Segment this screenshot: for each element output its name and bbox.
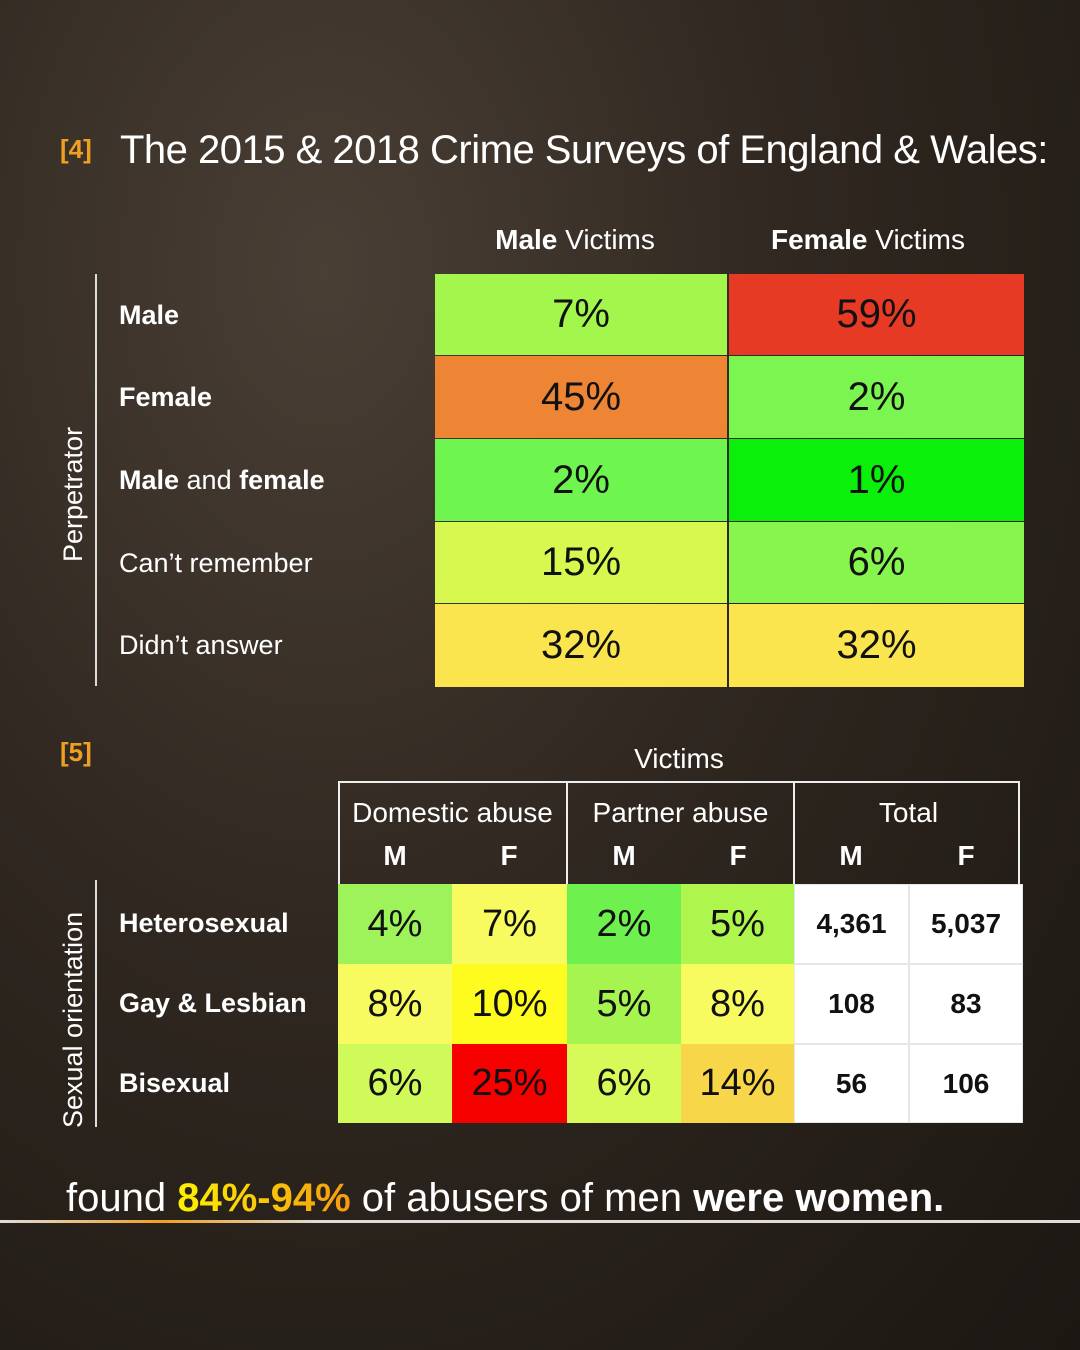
column-header-bold: Male	[495, 224, 558, 255]
footer-bold: were women.	[693, 1176, 945, 1220]
row-label: Male and female	[119, 465, 325, 496]
axis-line	[95, 274, 97, 686]
row-label-part: Male	[119, 465, 180, 495]
row-label-part: and	[179, 465, 240, 495]
heatmap-cell: 7%	[452, 884, 567, 964]
footer-mid: of abusers of men	[350, 1176, 694, 1220]
row-label-part: Male	[119, 300, 180, 330]
row-label-part: Female	[119, 382, 213, 412]
table-header-box	[338, 781, 1020, 884]
row-label: Didn’t answer	[119, 630, 283, 661]
heatmap-cell: 6%	[567, 1044, 681, 1123]
column-header-bold: Female	[771, 224, 868, 255]
heatmap-cell: 6%	[729, 522, 1024, 603]
heatmap-cell: 45%	[435, 356, 727, 438]
column-header: Female Victims	[722, 224, 1014, 256]
column-header-rest: Victims	[557, 224, 655, 255]
row-label: Female	[119, 382, 212, 413]
heatmap-cell: 2%	[435, 439, 727, 521]
group-header: Total	[878, 797, 939, 828]
victims-label: Victims	[634, 743, 724, 774]
total-cell: 56	[794, 1044, 909, 1123]
heatmap-cell: 5%	[681, 884, 794, 964]
sex-subheader: M	[612, 840, 636, 871]
row-label: Bisexual	[119, 1068, 231, 1098]
page-title: The 2015 & 2018 Crime Surveys of England…	[120, 128, 1048, 172]
orientation-axis-label: Sexual orientation	[58, 911, 88, 1128]
sex-subheader: F	[500, 840, 518, 871]
group-header: Domestic abuse	[352, 797, 553, 828]
reference-5: [5]	[60, 737, 92, 767]
heatmap-cell: 10%	[452, 964, 567, 1044]
column-header: Male Victims	[429, 224, 721, 256]
reference-4: [4]	[60, 134, 92, 164]
heatmap-cell: 7%	[435, 274, 727, 355]
sex-subheader: M	[839, 840, 863, 871]
heatmap-cell: 32%	[435, 604, 727, 687]
heatmap-cell: 32%	[729, 604, 1024, 687]
sex-subheader: M	[383, 840, 407, 871]
heatmap-cell: 5%	[567, 964, 681, 1044]
total-cell: 108	[794, 964, 909, 1044]
heatmap-cell: 25%	[452, 1044, 567, 1123]
total-cell: 4,361	[794, 884, 909, 964]
divider	[566, 781, 568, 884]
row-label: Can’t remember	[119, 548, 313, 579]
group-header: Partner abuse	[592, 797, 769, 828]
row-label-part: Didn’t answer	[119, 630, 283, 660]
heatmap-cell: 6%	[338, 1044, 452, 1123]
column-header-rest: Victims	[867, 224, 965, 255]
total-cell: 5,037	[909, 884, 1023, 964]
heatmap-cell: 14%	[681, 1044, 794, 1123]
perpetrator-axis-label: Perpetrator	[58, 426, 88, 562]
heatmap-cell: 15%	[435, 522, 727, 603]
heatmap-cell: 59%	[729, 274, 1024, 355]
row-label-part: Can’t remember	[119, 548, 313, 578]
heatmap-cell: 8%	[681, 964, 794, 1044]
total-cell: 106	[909, 1044, 1023, 1123]
heatmap-cell: 2%	[729, 356, 1024, 438]
heatmap-cell: 4%	[338, 884, 452, 964]
footer-highlight: 84%-94%	[177, 1176, 351, 1220]
row-label-part: female	[239, 465, 325, 495]
row-label: Heterosexual	[119, 908, 289, 938]
sex-subheader: F	[729, 840, 747, 871]
axis-line	[95, 880, 97, 1127]
heatmap-cell: 8%	[338, 964, 452, 1044]
footer-text: found 84%-94% of abusers of men were wom…	[66, 1176, 944, 1221]
row-label: Gay & Lesbian	[119, 988, 307, 1018]
divider	[793, 781, 795, 884]
footer-rule	[0, 1220, 1080, 1223]
heatmap-cell: 2%	[567, 884, 681, 964]
footer-pre: found	[66, 1176, 178, 1220]
heatmap-cell: 1%	[729, 439, 1024, 521]
total-cell: 83	[909, 964, 1023, 1044]
sex-subheader: F	[957, 840, 975, 871]
row-label: Male	[119, 300, 179, 331]
